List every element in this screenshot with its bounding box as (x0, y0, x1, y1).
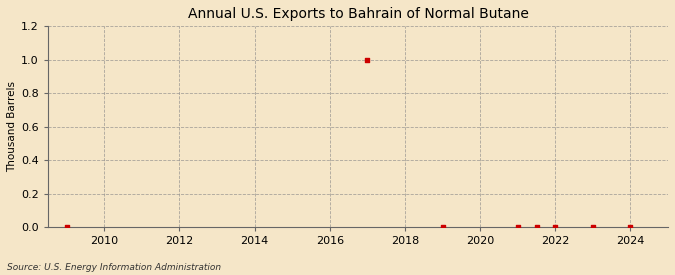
Point (61, 225, 72, 229)
Text: Source: U.S. Energy Information Administration: Source: U.S. Energy Information Administ… (7, 263, 221, 272)
Point (531, 225, 542, 229)
Point (625, 225, 636, 229)
Point (512, 225, 523, 229)
Point (437, 225, 448, 229)
Y-axis label: Thousand Barrels: Thousand Barrels (7, 81, 17, 172)
Point (587, 225, 598, 229)
Point (362, 57, 373, 62)
Title: Annual U.S. Exports to Bahrain of Normal Butane: Annual U.S. Exports to Bahrain of Normal… (188, 7, 529, 21)
Point (550, 225, 561, 229)
